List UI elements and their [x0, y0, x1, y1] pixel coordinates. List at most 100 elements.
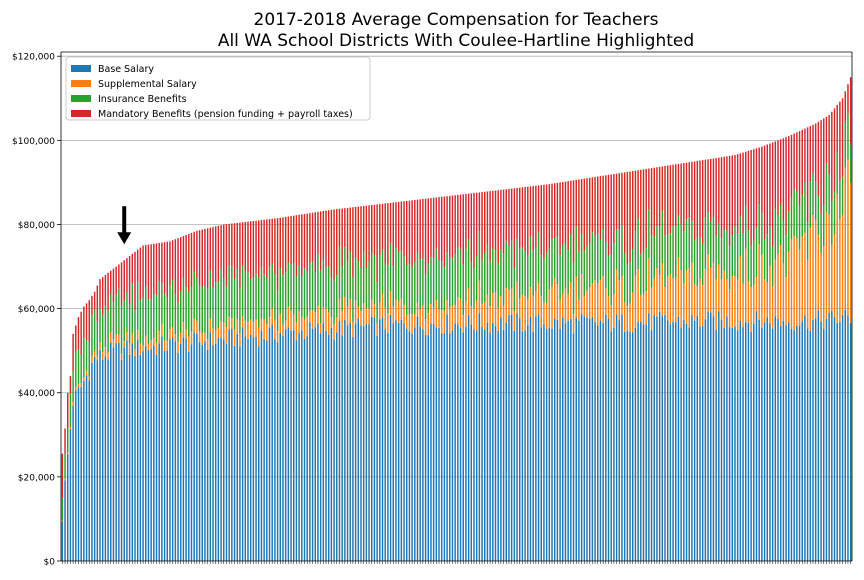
bar-segment [559, 300, 561, 329]
bar-segment [710, 158, 712, 222]
bar-district [338, 208, 341, 561]
bar-segment [228, 316, 230, 330]
bar-segment [839, 101, 841, 182]
bar-district [225, 224, 228, 561]
bar-segment [691, 262, 693, 316]
bar-segment [841, 215, 844, 315]
bar-segment [212, 227, 214, 288]
bar-district [685, 162, 688, 561]
bar-segment [844, 167, 847, 310]
bar-segment [376, 204, 378, 283]
bar-segment [223, 278, 225, 323]
bar-segment [779, 245, 782, 326]
bar-segment [212, 344, 214, 561]
bar-district [551, 183, 553, 561]
bar-segment [171, 280, 174, 328]
bar-segment [142, 345, 144, 352]
bar-segment [642, 293, 645, 325]
bar-segment [422, 199, 424, 259]
bar-segment [814, 318, 817, 561]
bar-segment [699, 326, 701, 561]
bar-segment [527, 186, 529, 255]
bar-district [758, 147, 760, 561]
bar-segment [392, 202, 395, 267]
legend-label: Mandatory Benefits (pension funding + pa… [98, 109, 353, 120]
bar-segment [422, 329, 424, 561]
bar-district [354, 206, 357, 561]
bar-segment [61, 453, 64, 498]
bar-segment [486, 322, 489, 561]
bar-segment [540, 255, 542, 297]
bar-segment [150, 299, 152, 341]
bar-segment [85, 340, 88, 372]
bar-segment [723, 229, 725, 271]
bar-segment [486, 294, 489, 323]
bar-segment [524, 330, 526, 561]
bar-segment [155, 295, 158, 343]
bar-segment [790, 328, 793, 561]
bar-segment [319, 270, 322, 324]
bar-segment [475, 330, 478, 561]
bar-segment [330, 277, 333, 318]
bar-segment [115, 294, 117, 335]
bar-district [61, 453, 64, 561]
bar-segment [435, 197, 438, 249]
bar-segment [688, 162, 690, 218]
bar-segment [206, 350, 209, 561]
bar-segment [742, 152, 744, 234]
bar-segment [397, 252, 400, 302]
bar-segment [438, 197, 440, 260]
bar-district [631, 171, 634, 561]
bar-segment [841, 176, 844, 216]
bar-segment [174, 239, 177, 295]
bar-segment [537, 283, 540, 315]
bar-segment [607, 318, 610, 561]
bar-district [849, 77, 852, 561]
bar-segment [169, 241, 171, 286]
bar-segment [820, 252, 822, 322]
bar-segment [734, 155, 736, 227]
bar-segment [766, 317, 768, 561]
bar-segment [804, 315, 806, 561]
bar-segment [371, 205, 373, 254]
bar-district [368, 205, 370, 561]
bar-district [774, 141, 777, 561]
bar-district [575, 179, 577, 561]
bar-district [691, 161, 693, 561]
bar-segment [497, 263, 499, 309]
bar-segment [602, 276, 604, 324]
bar-segment [841, 98, 844, 177]
bar-segment [325, 308, 327, 331]
bar-segment [244, 271, 247, 321]
bar-segment [669, 324, 672, 561]
bar-district [341, 208, 343, 561]
bar-segment [166, 350, 169, 561]
bar-segment [656, 316, 658, 561]
bar-district [263, 219, 265, 561]
bar-segment [303, 338, 306, 561]
bar-segment [688, 268, 690, 328]
bar-segment [640, 169, 642, 255]
bar-segment [295, 340, 298, 561]
bar-segment [209, 318, 212, 333]
bar-segment [126, 258, 128, 292]
bar-segment [301, 214, 303, 276]
bar-segment [513, 188, 516, 269]
bar-segment [188, 292, 190, 337]
bar-segment [731, 275, 734, 328]
bar-district [303, 213, 306, 561]
bar-district [672, 164, 674, 561]
legend-swatch [71, 65, 91, 72]
bar-segment [268, 327, 271, 561]
bar-segment [104, 274, 107, 306]
bar-district [675, 164, 677, 561]
bar-segment [214, 282, 217, 330]
bar-segment [470, 193, 473, 263]
bar-segment [317, 211, 319, 254]
bar-district [174, 239, 177, 561]
bar-segment [597, 325, 599, 561]
bar-district [422, 199, 424, 561]
bar-district [309, 213, 311, 561]
bar-segment [629, 303, 631, 332]
bar-segment [96, 360, 99, 561]
